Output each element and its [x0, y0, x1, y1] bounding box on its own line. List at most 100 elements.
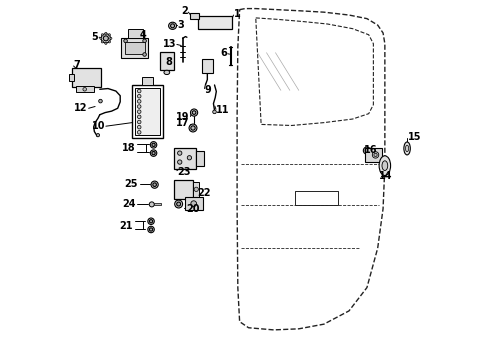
Ellipse shape — [143, 39, 147, 42]
Ellipse shape — [105, 32, 107, 35]
Bar — [160, 52, 174, 69]
Ellipse shape — [137, 89, 141, 93]
Text: 20: 20 — [186, 204, 199, 214]
Ellipse shape — [191, 201, 196, 207]
Bar — [197, 16, 232, 30]
Bar — [193, 182, 199, 197]
Text: 19: 19 — [175, 112, 189, 122]
Ellipse shape — [149, 228, 153, 231]
Bar — [365, 148, 382, 162]
Ellipse shape — [137, 115, 141, 119]
Text: 13: 13 — [163, 40, 176, 49]
Ellipse shape — [101, 34, 103, 36]
Text: 5: 5 — [91, 32, 98, 42]
Text: 8: 8 — [166, 57, 172, 67]
Text: 2: 2 — [181, 6, 188, 17]
Ellipse shape — [169, 22, 176, 30]
Bar — [128, 30, 143, 39]
Ellipse shape — [177, 202, 181, 206]
Ellipse shape — [137, 131, 141, 134]
Ellipse shape — [149, 220, 153, 223]
Ellipse shape — [372, 152, 379, 158]
Ellipse shape — [379, 156, 391, 176]
Text: 15: 15 — [408, 132, 422, 142]
Text: 22: 22 — [197, 188, 211, 198]
Bar — [196, 150, 204, 166]
Ellipse shape — [101, 34, 111, 43]
Ellipse shape — [137, 125, 141, 129]
Ellipse shape — [406, 145, 409, 152]
Ellipse shape — [83, 87, 87, 91]
Text: 16: 16 — [364, 144, 378, 154]
Bar — [174, 148, 196, 169]
Text: 4: 4 — [139, 31, 146, 40]
Ellipse shape — [374, 153, 377, 157]
Bar — [135, 88, 160, 135]
Ellipse shape — [191, 126, 195, 130]
Bar — [191, 13, 199, 19]
Ellipse shape — [177, 160, 182, 164]
Ellipse shape — [137, 110, 141, 113]
Bar — [174, 180, 193, 199]
Text: 7: 7 — [74, 59, 80, 69]
Text: 25: 25 — [124, 179, 138, 189]
Ellipse shape — [137, 94, 141, 98]
Bar — [202, 59, 213, 73]
Text: 23: 23 — [177, 167, 190, 177]
Ellipse shape — [137, 100, 141, 103]
Ellipse shape — [164, 70, 170, 75]
Ellipse shape — [148, 226, 154, 233]
Ellipse shape — [149, 202, 154, 207]
Bar — [132, 85, 163, 138]
Ellipse shape — [152, 152, 155, 155]
Text: 21: 21 — [120, 221, 133, 231]
Ellipse shape — [103, 36, 108, 41]
Ellipse shape — [152, 143, 155, 147]
Ellipse shape — [192, 111, 196, 114]
Ellipse shape — [404, 142, 410, 155]
Ellipse shape — [108, 34, 110, 36]
Ellipse shape — [171, 24, 174, 28]
Ellipse shape — [213, 110, 216, 114]
Ellipse shape — [98, 99, 102, 103]
Ellipse shape — [110, 37, 112, 40]
Ellipse shape — [105, 42, 107, 44]
Bar — [72, 68, 101, 87]
Text: 17: 17 — [176, 118, 190, 128]
Text: 18: 18 — [122, 143, 136, 153]
Ellipse shape — [108, 41, 110, 43]
Ellipse shape — [189, 124, 197, 132]
Ellipse shape — [175, 200, 183, 208]
Bar — [154, 203, 161, 206]
Ellipse shape — [150, 141, 157, 148]
Text: 6: 6 — [220, 48, 227, 58]
Ellipse shape — [150, 150, 157, 156]
Bar — [142, 77, 153, 85]
Ellipse shape — [143, 53, 147, 56]
Ellipse shape — [194, 187, 198, 192]
Text: 24: 24 — [122, 199, 136, 210]
Ellipse shape — [124, 39, 127, 42]
Ellipse shape — [101, 41, 103, 43]
Text: 12: 12 — [74, 103, 88, 113]
Ellipse shape — [382, 161, 388, 171]
Ellipse shape — [191, 109, 197, 116]
Ellipse shape — [177, 151, 182, 155]
Ellipse shape — [187, 156, 192, 160]
Ellipse shape — [365, 149, 368, 152]
Bar — [125, 42, 145, 54]
Bar — [185, 197, 203, 211]
Ellipse shape — [97, 134, 99, 137]
Ellipse shape — [137, 105, 141, 108]
Text: 3: 3 — [177, 20, 184, 30]
Ellipse shape — [151, 181, 158, 188]
Text: 14: 14 — [379, 171, 392, 181]
Text: 9: 9 — [205, 85, 212, 95]
Text: 1: 1 — [234, 9, 241, 19]
Text: 10: 10 — [92, 121, 105, 131]
Ellipse shape — [137, 120, 141, 124]
Text: 11: 11 — [216, 105, 230, 115]
Ellipse shape — [364, 147, 370, 154]
Ellipse shape — [148, 218, 154, 225]
Ellipse shape — [153, 183, 156, 186]
